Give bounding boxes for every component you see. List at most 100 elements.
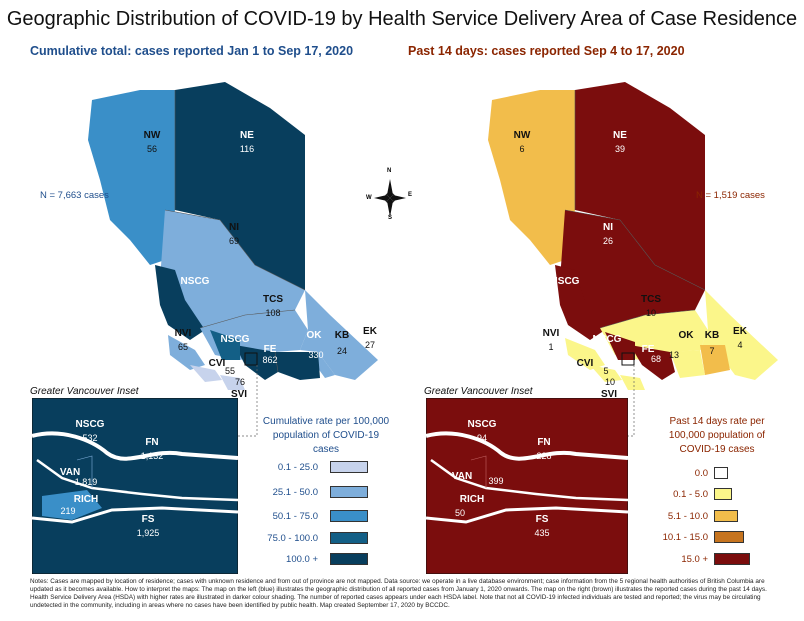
right-case-count: N = 1,519 cases: [696, 190, 765, 201]
left-label-ne: NE: [240, 130, 254, 141]
legend-swatch: [714, 553, 750, 565]
left-inset-label-van: VAN: [59, 467, 81, 478]
right-label-kb: KB: [704, 330, 720, 341]
region-ok-shape: [670, 350, 705, 378]
left-inset-label-nscg: NSCG: [75, 419, 105, 430]
left-inset-value-nscg: 532: [82, 433, 98, 443]
inset-locator-box: [621, 352, 635, 366]
right-value-nvi: 1: [548, 342, 554, 352]
right-inset-label-fs: FS: [535, 514, 549, 525]
left-value-fe: 862: [262, 355, 278, 365]
left-value-ni: 69: [228, 236, 239, 246]
right-label-fe: FE: [641, 344, 655, 355]
right-map-borders: [564, 90, 706, 329]
left-value-kb: 24: [336, 346, 347, 356]
right-value-cvi: 5: [603, 366, 609, 376]
right-label-cvi: CVI: [576, 358, 594, 369]
region-ne-shape: [175, 82, 305, 290]
left-case-count: N = 7,663 cases: [40, 190, 109, 201]
left-value-cvi: 55: [224, 366, 235, 376]
left-value-svi: 76: [234, 377, 245, 387]
region-nscg-north-shape: [555, 265, 605, 340]
right-inset-value-van: 399: [488, 476, 504, 486]
right-label-ek: EK: [733, 326, 747, 337]
region-ne-shape: [575, 82, 705, 290]
left-value-nvi: 65: [177, 342, 188, 352]
legend-label: 0.1 - 25.0: [277, 462, 318, 473]
region-nw-shape: [488, 90, 575, 265]
compass-s-label: S: [388, 215, 393, 221]
region-nvi-shape: [565, 338, 605, 370]
region-nscg-south-shape: [210, 330, 240, 360]
right-value-ok: 13: [668, 350, 679, 360]
left-value-nw: 56: [146, 144, 157, 154]
right-value-ne: 39: [614, 144, 625, 154]
region-nvi-shape: [168, 335, 205, 370]
left-label-ok: OK: [306, 330, 322, 341]
left-label-nscg-south: NSCG: [220, 334, 250, 345]
left-inset-label-fn: FN: [145, 437, 159, 448]
footnote-notes: Notes: Cases are mapped by location of r…: [30, 578, 767, 609]
right-label-ni: NI: [603, 222, 613, 233]
compass-e-label: E: [408, 192, 413, 198]
right-inset-title: Greater Vancouver Inset: [424, 386, 533, 397]
right-label-tcs: TCS: [641, 294, 661, 305]
legend-swatch: [714, 510, 738, 522]
left-label-kb: KB: [334, 330, 350, 341]
legend-label: 50.1 - 75.0: [272, 511, 318, 522]
left-label-nvi: NVI: [174, 328, 192, 339]
right-label-ok: OK: [678, 330, 694, 341]
left-inset-label-rich: RICH: [73, 494, 99, 505]
left-map-subtitle: Cumulative total: cases reported Jan 1 t…: [30, 44, 354, 58]
inset-locator-box: [244, 352, 258, 366]
legend-swatch: [714, 531, 744, 543]
right-region-labels: NW 6 NE 39 NI 26 NSCG TCS 10 NVI 1 NSCG …: [400, 0, 804, 400]
page-title: Geographic Distribution of COVID-19 by H…: [6, 8, 798, 30]
right-value-fe: 68: [650, 354, 661, 364]
legend-swatch: [330, 461, 368, 473]
left-vancouver-inset: [32, 398, 238, 574]
compass-rose-icon: [374, 179, 406, 217]
right-legend-title: Past 14 days rate per 100,000 population…: [668, 416, 766, 455]
region-fe-shape: [630, 345, 675, 380]
legend-label: 25.1 - 50.0: [272, 487, 318, 498]
right-vancouver-inset: [426, 398, 628, 574]
region-ni-shape: [560, 210, 705, 328]
right-value-svi: 10: [604, 377, 615, 387]
left-value-ok: 330: [308, 350, 324, 360]
region-svi-shape: [220, 375, 245, 390]
right-label-nscg-south: NSCG: [592, 334, 622, 345]
legend-swatch: [330, 553, 368, 565]
legend-label: 0.0: [694, 468, 708, 479]
left-value-tcs: 108: [265, 308, 281, 318]
region-ek-shape: [700, 290, 778, 380]
region-nw-shape: [88, 90, 175, 265]
right-map: [488, 82, 778, 390]
left-region-labels: NW 56 NE 116 NI 69 NSCG TCS 108 NVI 65 N…: [0, 0, 400, 400]
left-label-cvi: CVI: [208, 358, 226, 369]
right-label-nvi: NVI: [542, 328, 560, 339]
left-value-ek: 27: [364, 340, 375, 350]
right-inset-value-fs: 435: [534, 528, 550, 538]
left-value-ne: 116: [239, 144, 255, 154]
left-label-nscg-north: NSCG: [180, 276, 210, 287]
left-inset-value-fs: 1,925: [136, 528, 160, 538]
left-legend-title: Cumulative rate per 100,000 population o…: [262, 416, 390, 455]
left-label-nw: NW: [143, 130, 161, 141]
right-inset-label-nscg: NSCG: [467, 419, 497, 430]
right-inset-label-fn: FN: [537, 437, 551, 448]
legend-swatch: [714, 467, 728, 479]
legend-label: 5.1 - 10.0: [667, 511, 708, 522]
legend-swatch: [714, 488, 732, 500]
right-inset-label-rich: RICH: [459, 494, 485, 505]
legend-swatch: [330, 532, 368, 544]
legend-label: 15.0 +: [681, 554, 708, 565]
inset-rich-shape: [42, 490, 102, 520]
right-label-ne: NE: [613, 130, 627, 141]
region-cvi-shape: [190, 365, 222, 382]
right-inset-value-rich: 50: [454, 508, 465, 518]
right-label-nscg-north: NSCG: [550, 276, 580, 287]
right-value-ek: 4: [737, 340, 743, 350]
region-cvi-shape: [590, 365, 622, 382]
right-inset-value-fn: 228: [536, 451, 552, 461]
